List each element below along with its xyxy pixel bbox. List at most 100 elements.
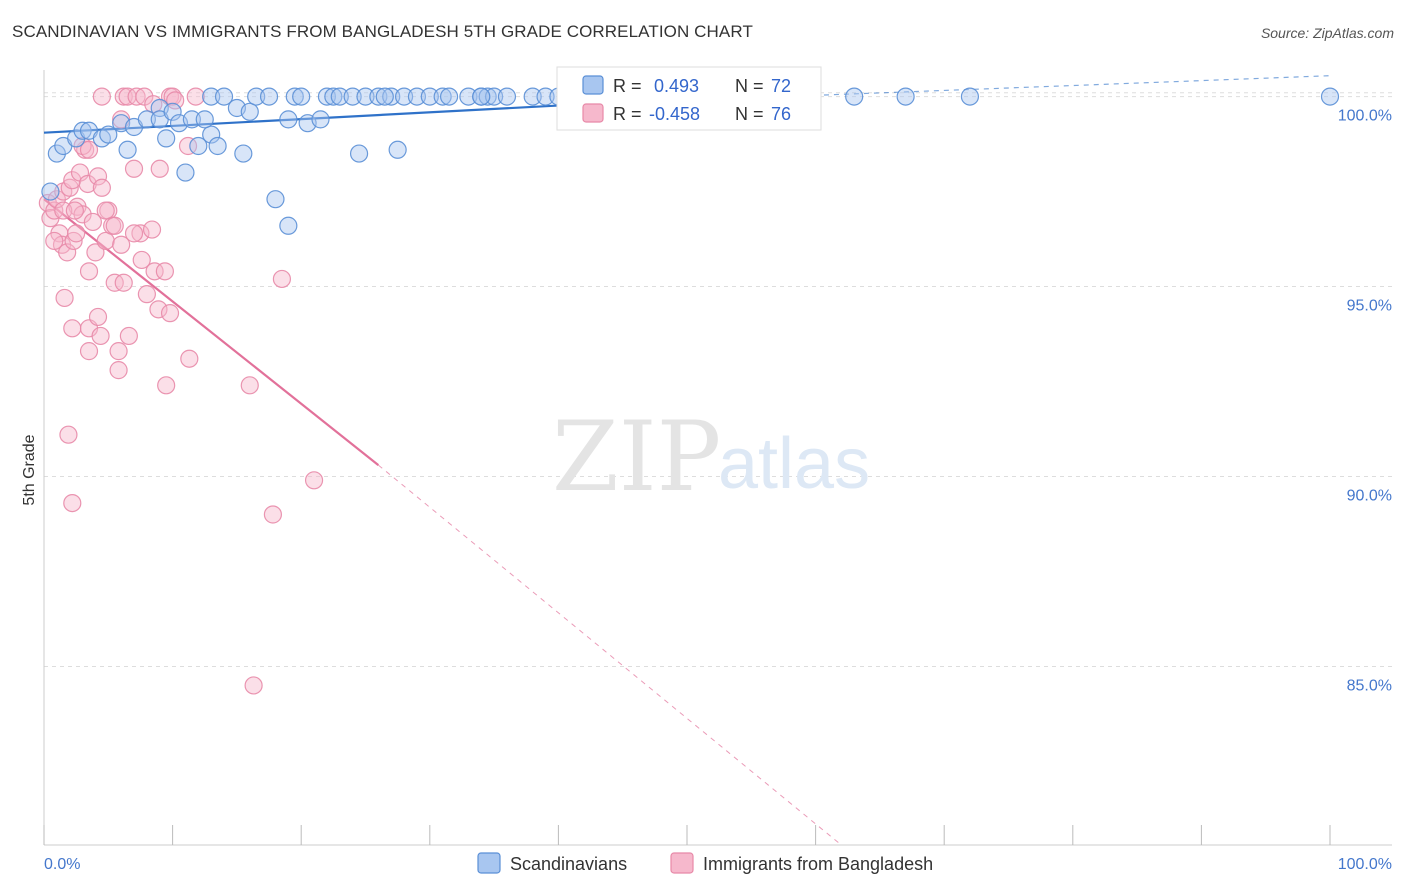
- data-point-blue: [375, 87, 394, 106]
- data-point-blue: [407, 87, 427, 106]
- data-point-blue: [182, 110, 201, 129]
- trend-line-pink-dashed: [378, 464, 842, 846]
- data-point-blue: [459, 87, 478, 106]
- data-point-blue: [163, 102, 182, 121]
- data-point-pink: [45, 231, 64, 251]
- data-point-pink: [79, 342, 99, 361]
- data-point-blue: [420, 87, 439, 106]
- data-point-pink: [59, 425, 78, 444]
- bottom-legend-swatch-blue: [477, 852, 501, 874]
- data-point-pink: [155, 262, 174, 281]
- legend-r-value-blue: 0.493: [649, 76, 699, 96]
- data-point-pink: [124, 159, 144, 178]
- pink-points: [38, 87, 324, 695]
- y-tick-labels: 100.0% 95.0% 90.0% 85.0%: [1338, 108, 1392, 695]
- data-point-pink: [92, 178, 111, 197]
- data-point-blue: [356, 87, 375, 106]
- data-point-blue: [382, 87, 401, 106]
- legend-n-value-blue: 72: [771, 76, 791, 96]
- blue-points: [41, 87, 1340, 235]
- data-point-pink: [119, 326, 138, 346]
- data-point-blue: [118, 140, 137, 159]
- data-point-blue: [208, 136, 227, 156]
- legend-r-label-pink: R =: [613, 104, 642, 124]
- data-point-blue: [845, 87, 864, 106]
- data-point-blue: [472, 87, 491, 106]
- watermark-atlas: atlas: [718, 424, 870, 504]
- legend-swatch-pink: [582, 103, 604, 123]
- data-point-blue: [349, 144, 369, 163]
- data-point-blue: [311, 110, 330, 129]
- chart-title: SCANDINAVIAN VS IMMIGRANTS FROM BANGLADE…: [12, 22, 753, 41]
- data-point-pink: [58, 243, 77, 262]
- data-point-blue: [99, 125, 118, 144]
- legend-r-label-blue: R =: [613, 76, 642, 96]
- data-point-pink: [127, 87, 146, 106]
- data-point-blue: [485, 87, 504, 106]
- source-label: Source: ZipAtlas.com: [1260, 25, 1394, 41]
- data-point-pink: [114, 273, 133, 292]
- data-point-pink: [160, 304, 180, 323]
- data-point-blue: [247, 87, 266, 106]
- data-point-pink: [83, 212, 102, 232]
- data-point-pink: [86, 243, 105, 262]
- data-point-blue: [439, 87, 459, 106]
- data-point-pink: [63, 493, 82, 513]
- data-point-pink: [55, 288, 74, 308]
- data-point-pink: [96, 231, 115, 251]
- data-point-pink: [112, 235, 131, 254]
- data-point-blue: [41, 182, 60, 201]
- data-point-blue: [960, 87, 980, 106]
- data-point-blue: [202, 87, 221, 106]
- data-point-blue: [189, 136, 208, 156]
- data-point-pink: [149, 300, 168, 319]
- x-tick-label-max: 100.0%: [1338, 856, 1392, 873]
- data-point-pink: [137, 285, 156, 304]
- data-point-blue: [157, 129, 176, 148]
- legend-n-label-blue: N =: [735, 76, 764, 96]
- legend-n-value-pink: 76: [771, 104, 791, 124]
- data-point-blue: [214, 87, 234, 106]
- data-point-pink: [132, 250, 151, 270]
- data-point-pink: [304, 471, 324, 490]
- data-point-blue: [137, 110, 156, 129]
- data-point-pink: [142, 220, 162, 239]
- y-tick-label: 85.0%: [1347, 677, 1392, 694]
- data-point-pink: [124, 224, 144, 243]
- data-point-blue: [536, 87, 555, 106]
- data-point-blue: [369, 87, 388, 106]
- data-point-pink: [109, 361, 128, 380]
- bottom-legend-label-blue: Scandinavians: [510, 854, 627, 874]
- legend-box: R = 0.493 N = 72 R = -0.458 N = 76: [556, 66, 822, 131]
- legend-r-value-pink: -0.458: [649, 104, 700, 124]
- data-point-pink: [63, 171, 82, 190]
- data-point-blue: [266, 190, 285, 209]
- data-point-pink: [79, 140, 99, 159]
- data-point-pink: [88, 307, 108, 327]
- data-point-pink: [178, 136, 198, 156]
- legend-n-label-pink: N =: [735, 104, 764, 124]
- data-point-pink: [96, 201, 115, 220]
- bottom-legend-label-pink: Immigrants from Bangladesh: [703, 854, 933, 874]
- data-point-blue: [497, 87, 517, 106]
- data-point-blue: [896, 87, 915, 106]
- bottom-legend-swatch-pink: [670, 852, 694, 874]
- data-point-pink: [67, 224, 86, 243]
- data-point-pink: [145, 262, 164, 281]
- x-tick-label-min: 0.0%: [44, 856, 80, 873]
- watermark-zip: ZIP: [552, 401, 721, 513]
- data-point-blue: [433, 87, 452, 106]
- data-point-blue: [343, 87, 362, 106]
- data-point-pink: [131, 224, 150, 243]
- bottom-legend: Scandinavians Immigrants from Bangladesh: [477, 852, 933, 874]
- data-point-blue: [176, 163, 195, 182]
- y-axis-label: 5th Grade: [21, 434, 38, 505]
- data-point-pink: [157, 376, 176, 395]
- data-point-blue: [388, 140, 407, 159]
- data-point-pink: [63, 319, 82, 338]
- data-point-pink: [272, 269, 292, 289]
- data-point-pink: [186, 87, 205, 106]
- data-point-blue: [195, 110, 214, 129]
- data-point-blue: [240, 102, 259, 121]
